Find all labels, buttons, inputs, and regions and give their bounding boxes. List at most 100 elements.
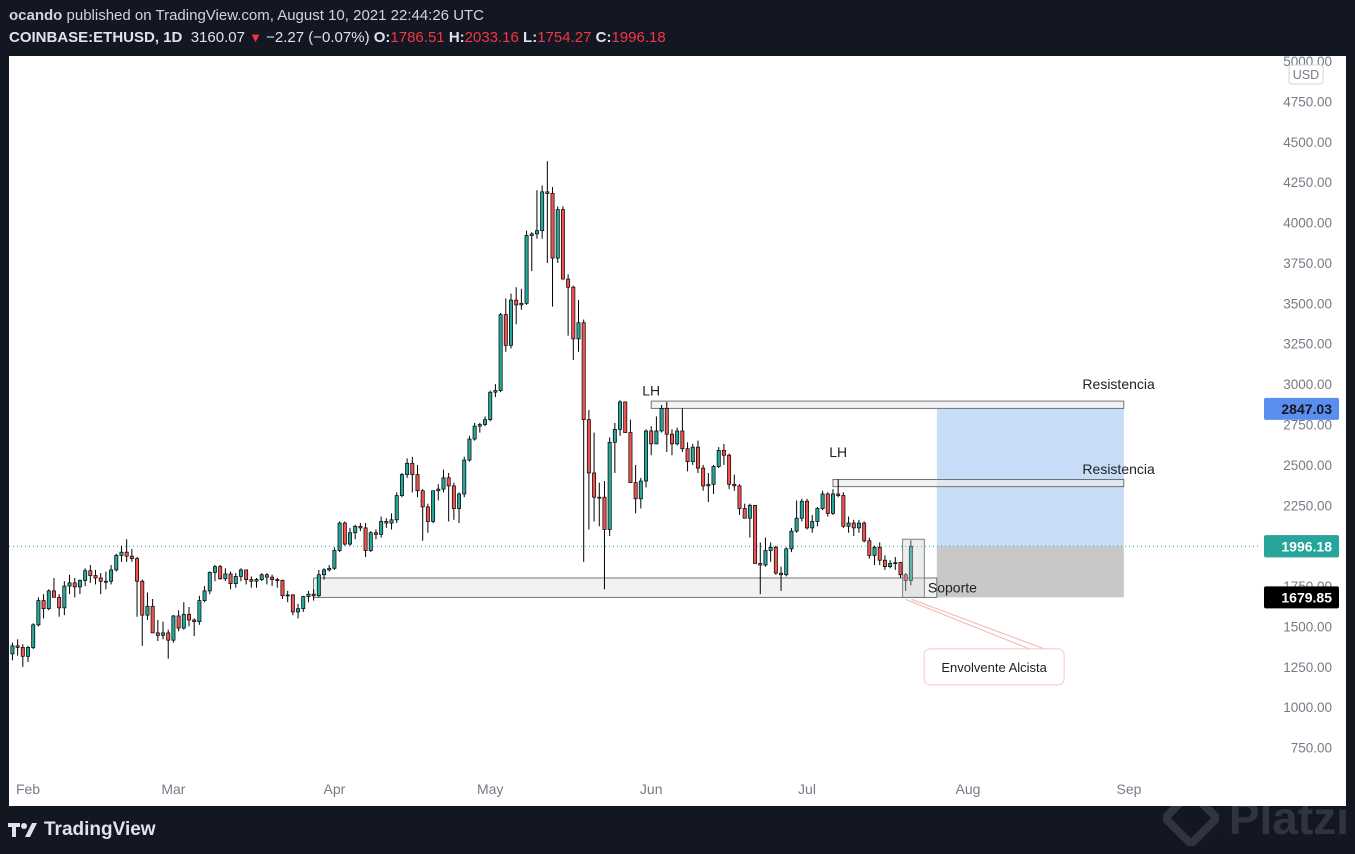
candle [384, 518, 389, 528]
candle-body-up [31, 624, 36, 648]
price-tick-label: 1000.00 [1283, 700, 1332, 715]
candle [337, 521, 342, 553]
candle [431, 490, 436, 524]
candle [363, 523, 368, 557]
candle-body-down [805, 500, 809, 529]
candle [779, 566, 784, 591]
candle [57, 594, 62, 617]
candle-body-up [202, 590, 207, 601]
zone-support [313, 577, 938, 598]
candle-body-up [607, 441, 612, 530]
candle [373, 529, 378, 540]
candle-body-down [753, 504, 758, 564]
candle-body-down [701, 467, 706, 487]
candle-body-up [405, 462, 410, 475]
price-tick-label: 4000.00 [1283, 216, 1332, 231]
candle-body-down [633, 482, 638, 500]
candle-body-down [877, 546, 882, 561]
candle-body-up [10, 645, 15, 655]
candle-body-up [467, 438, 472, 461]
candle-body-up [332, 550, 337, 569]
candle-body-down [758, 563, 763, 566]
candle-body-up [711, 466, 716, 485]
candle [77, 579, 82, 595]
candle [119, 545, 124, 562]
candle-body-down [571, 286, 576, 340]
candle [628, 419, 633, 484]
chart-header: ocando published on TradingView.com, Aug… [9, 0, 1349, 54]
resistance-label: Resistencia [1082, 376, 1155, 392]
candle-body-up [296, 608, 301, 613]
candle [540, 185, 545, 239]
candle-body-up [213, 566, 217, 573]
time-tick-label: Sep [1117, 781, 1142, 797]
candle [498, 313, 503, 393]
candle [831, 489, 835, 515]
candle-body-up [888, 563, 893, 568]
candle-body-up [893, 562, 898, 564]
candle-body-down [290, 594, 295, 613]
candle-body-down [586, 419, 591, 474]
candle-body-down [737, 485, 742, 509]
candle-body-down [742, 508, 747, 519]
open-value: 1786.51 [390, 29, 445, 46]
candle-body-up [908, 545, 913, 581]
candle [103, 571, 108, 590]
candle-body-up [259, 574, 264, 580]
candle-body-up [233, 576, 238, 584]
chart-area[interactable]: LH LH Resistencia Resistencia Soporte Envolve… [9, 54, 1346, 806]
candle [462, 456, 467, 498]
candle [773, 545, 778, 575]
candle-body-up [399, 474, 404, 496]
candle-body-down [503, 314, 508, 346]
candle [88, 565, 93, 583]
candle-body-down [129, 555, 134, 559]
low-label: L: [523, 29, 538, 46]
candle [680, 408, 685, 452]
candle-body-down [727, 454, 732, 485]
candle [98, 573, 103, 595]
candle-body-down [373, 532, 378, 535]
candle-body-up [659, 407, 664, 432]
candle-body-up [431, 490, 436, 522]
candle-body-down [451, 485, 456, 509]
candle-body-down [98, 577, 103, 582]
candle [524, 230, 529, 305]
candle [124, 539, 129, 562]
candle [249, 576, 254, 588]
candle [727, 453, 732, 490]
publisher-name[interactable]: ocando [9, 7, 63, 24]
candle-body-up [389, 519, 394, 524]
candle [846, 516, 851, 533]
symbol-name[interactable]: COINBASE:ETHUSD, 1D [9, 29, 183, 46]
candle [602, 481, 607, 590]
candle [758, 542, 763, 595]
candle [223, 568, 228, 582]
candle-body-down [124, 551, 129, 557]
currency-badge [1288, 64, 1324, 85]
candle [150, 598, 155, 634]
tradingview-logo[interactable]: TradingView [8, 818, 156, 842]
candle [441, 469, 446, 493]
price-chart[interactable]: LH LH Resistencia Resistencia Soporte Envolve… [9, 54, 1346, 806]
candle [228, 571, 233, 590]
candle-body-down [732, 483, 737, 487]
candle-body-up [348, 532, 352, 545]
callout-leader [911, 598, 1045, 650]
candle-body-up [114, 555, 119, 571]
candle-body-up [394, 495, 399, 521]
candle [62, 581, 67, 616]
price-tick-label: 3250.00 [1283, 337, 1332, 352]
candle-body-up [612, 428, 617, 443]
close-label: C: [595, 29, 612, 46]
candle [784, 547, 789, 577]
price-badge-label: 1679.85 [1281, 589, 1332, 605]
candle [93, 569, 98, 585]
price-badge-label: 1996.18 [1281, 538, 1332, 554]
candle [493, 384, 498, 398]
candle-body-up [618, 401, 623, 430]
symbol-info: COINBASE:ETHUSD, 1D 3160.07 ▼ −2.27 (−0.… [9, 29, 666, 46]
candle [763, 537, 768, 567]
candle-body-up [109, 569, 114, 582]
candle-body-down [72, 582, 77, 588]
